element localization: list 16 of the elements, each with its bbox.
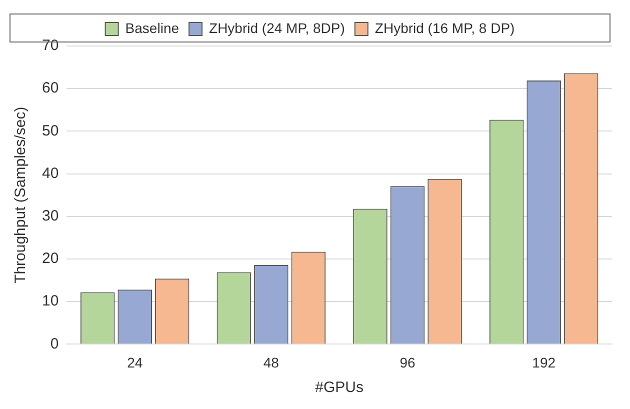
x-tick-label: 96 xyxy=(400,354,416,370)
y-tick-label: 60 xyxy=(42,80,59,97)
y-tick-label: 0 xyxy=(50,335,59,352)
x-tick-label: 192 xyxy=(532,354,556,370)
legend-label: ZHybrid (16 MP, 8 DP) xyxy=(374,20,515,36)
y-axis-title: Throughput (Samples/sec) xyxy=(12,106,30,284)
y-tick-label: 30 xyxy=(42,208,59,225)
y-tick-label: 10 xyxy=(42,292,59,310)
legend-label: ZHybrid (24 MP, 8DP) xyxy=(209,20,345,36)
x-axis-title: #GPUs xyxy=(315,379,364,396)
x-tick-label: 24 xyxy=(127,354,143,370)
y-tick-label: 40 xyxy=(42,164,59,182)
x-tick-label: 48 xyxy=(263,354,280,370)
y-tick-label: 20 xyxy=(42,250,59,268)
legend-label: Baseline xyxy=(125,20,180,36)
y-tick-label: 50 xyxy=(42,122,59,140)
